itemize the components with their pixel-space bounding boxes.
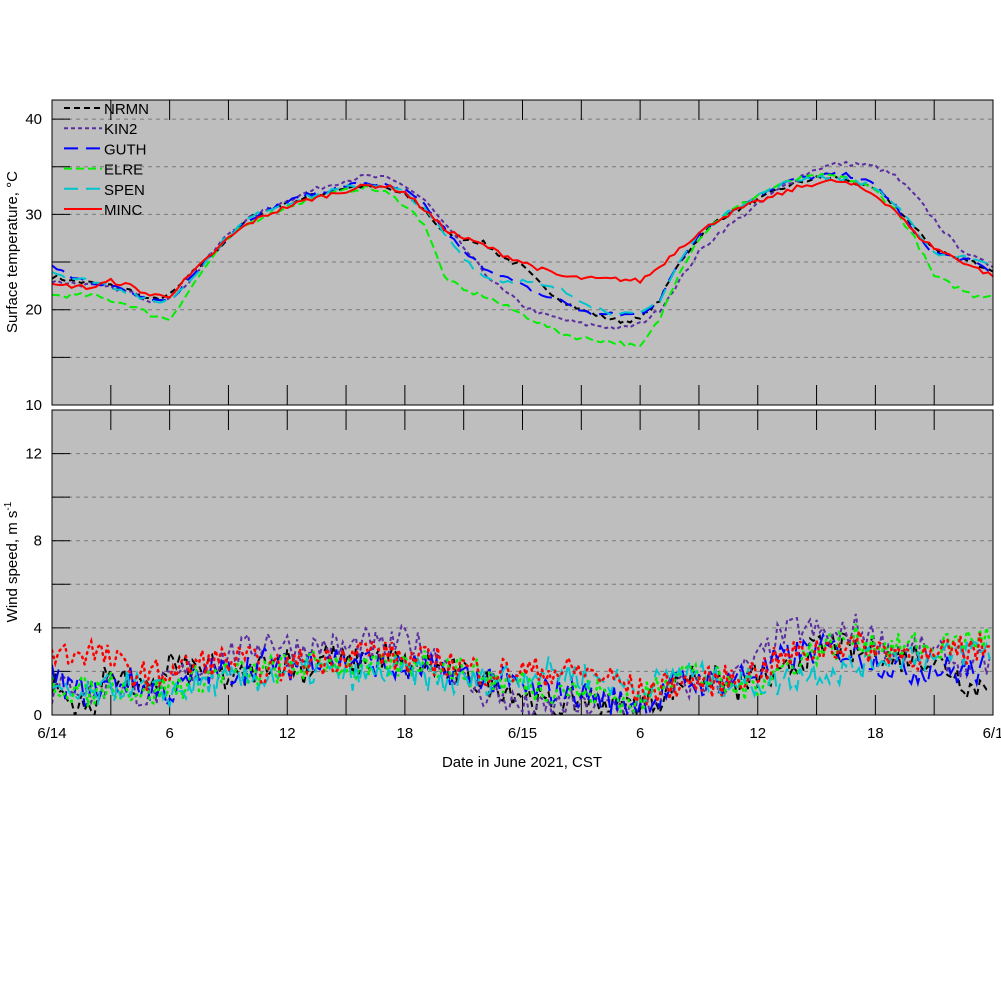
legend-label-elre: ELRE [104,162,143,179]
legend-label-nrmn: NRMN [104,101,149,118]
x-tick-label: 6/1 [983,725,1001,742]
legend-label-kin2: KIN2 [104,121,137,138]
y-tick-label-wind: 8 [34,533,42,550]
x-tick-label: 18 [397,725,414,742]
x-tick-label: 6/14 [37,725,66,742]
wind-line-guth [52,631,990,715]
x-tick-label: 12 [279,725,296,742]
legend-label-guth: GUTH [104,141,147,158]
bottom-plot-frame [51,409,994,716]
y-tick-label-wind: 12 [25,446,42,463]
y-tick-label-temperature: 10 [25,397,42,414]
top-plot-frame [51,99,994,406]
temperature-line-kin2 [52,160,993,331]
x-tick-label: 6 [636,725,644,742]
y-axis-title-wind-text: Wind speed, m s [4,511,21,623]
legend: NRMN KIN2 GUTH ELRE SPEN MINC [64,101,149,219]
x-tick-label: 18 [867,725,884,742]
wind-line-nrmn [52,632,990,715]
wind-line-spen [52,639,991,708]
y-tick-label-wind: 4 [34,620,42,637]
wind-line-minc [52,626,991,710]
legend-label-spen: SPEN [104,182,145,199]
temperature-line-elre [52,173,993,348]
y-tick-label-temperature: 40 [25,111,42,128]
temperature-line-minc [52,178,993,299]
top-plot-area [52,100,993,405]
x-tick-label: 6 [165,725,173,742]
wind-line-elre [52,623,991,715]
y-axis-title-wind: Wind speed, m s-1 [3,501,21,622]
y-tick-label-wind: 0 [34,707,42,724]
x-tick-label: 6/15 [508,725,537,742]
y-axis-title-wind-sup: -1 [3,501,14,510]
x-tick-label: 12 [749,725,766,742]
x-axis-title: Date in June 2021, CST [442,754,602,771]
y-tick-label-temperature: 20 [25,302,42,319]
y-axis-title-temperature: Surface temperature, °C [4,171,21,333]
y-tick-label-temperature: 30 [25,206,42,223]
legend-label-minc: MINC [104,202,142,219]
